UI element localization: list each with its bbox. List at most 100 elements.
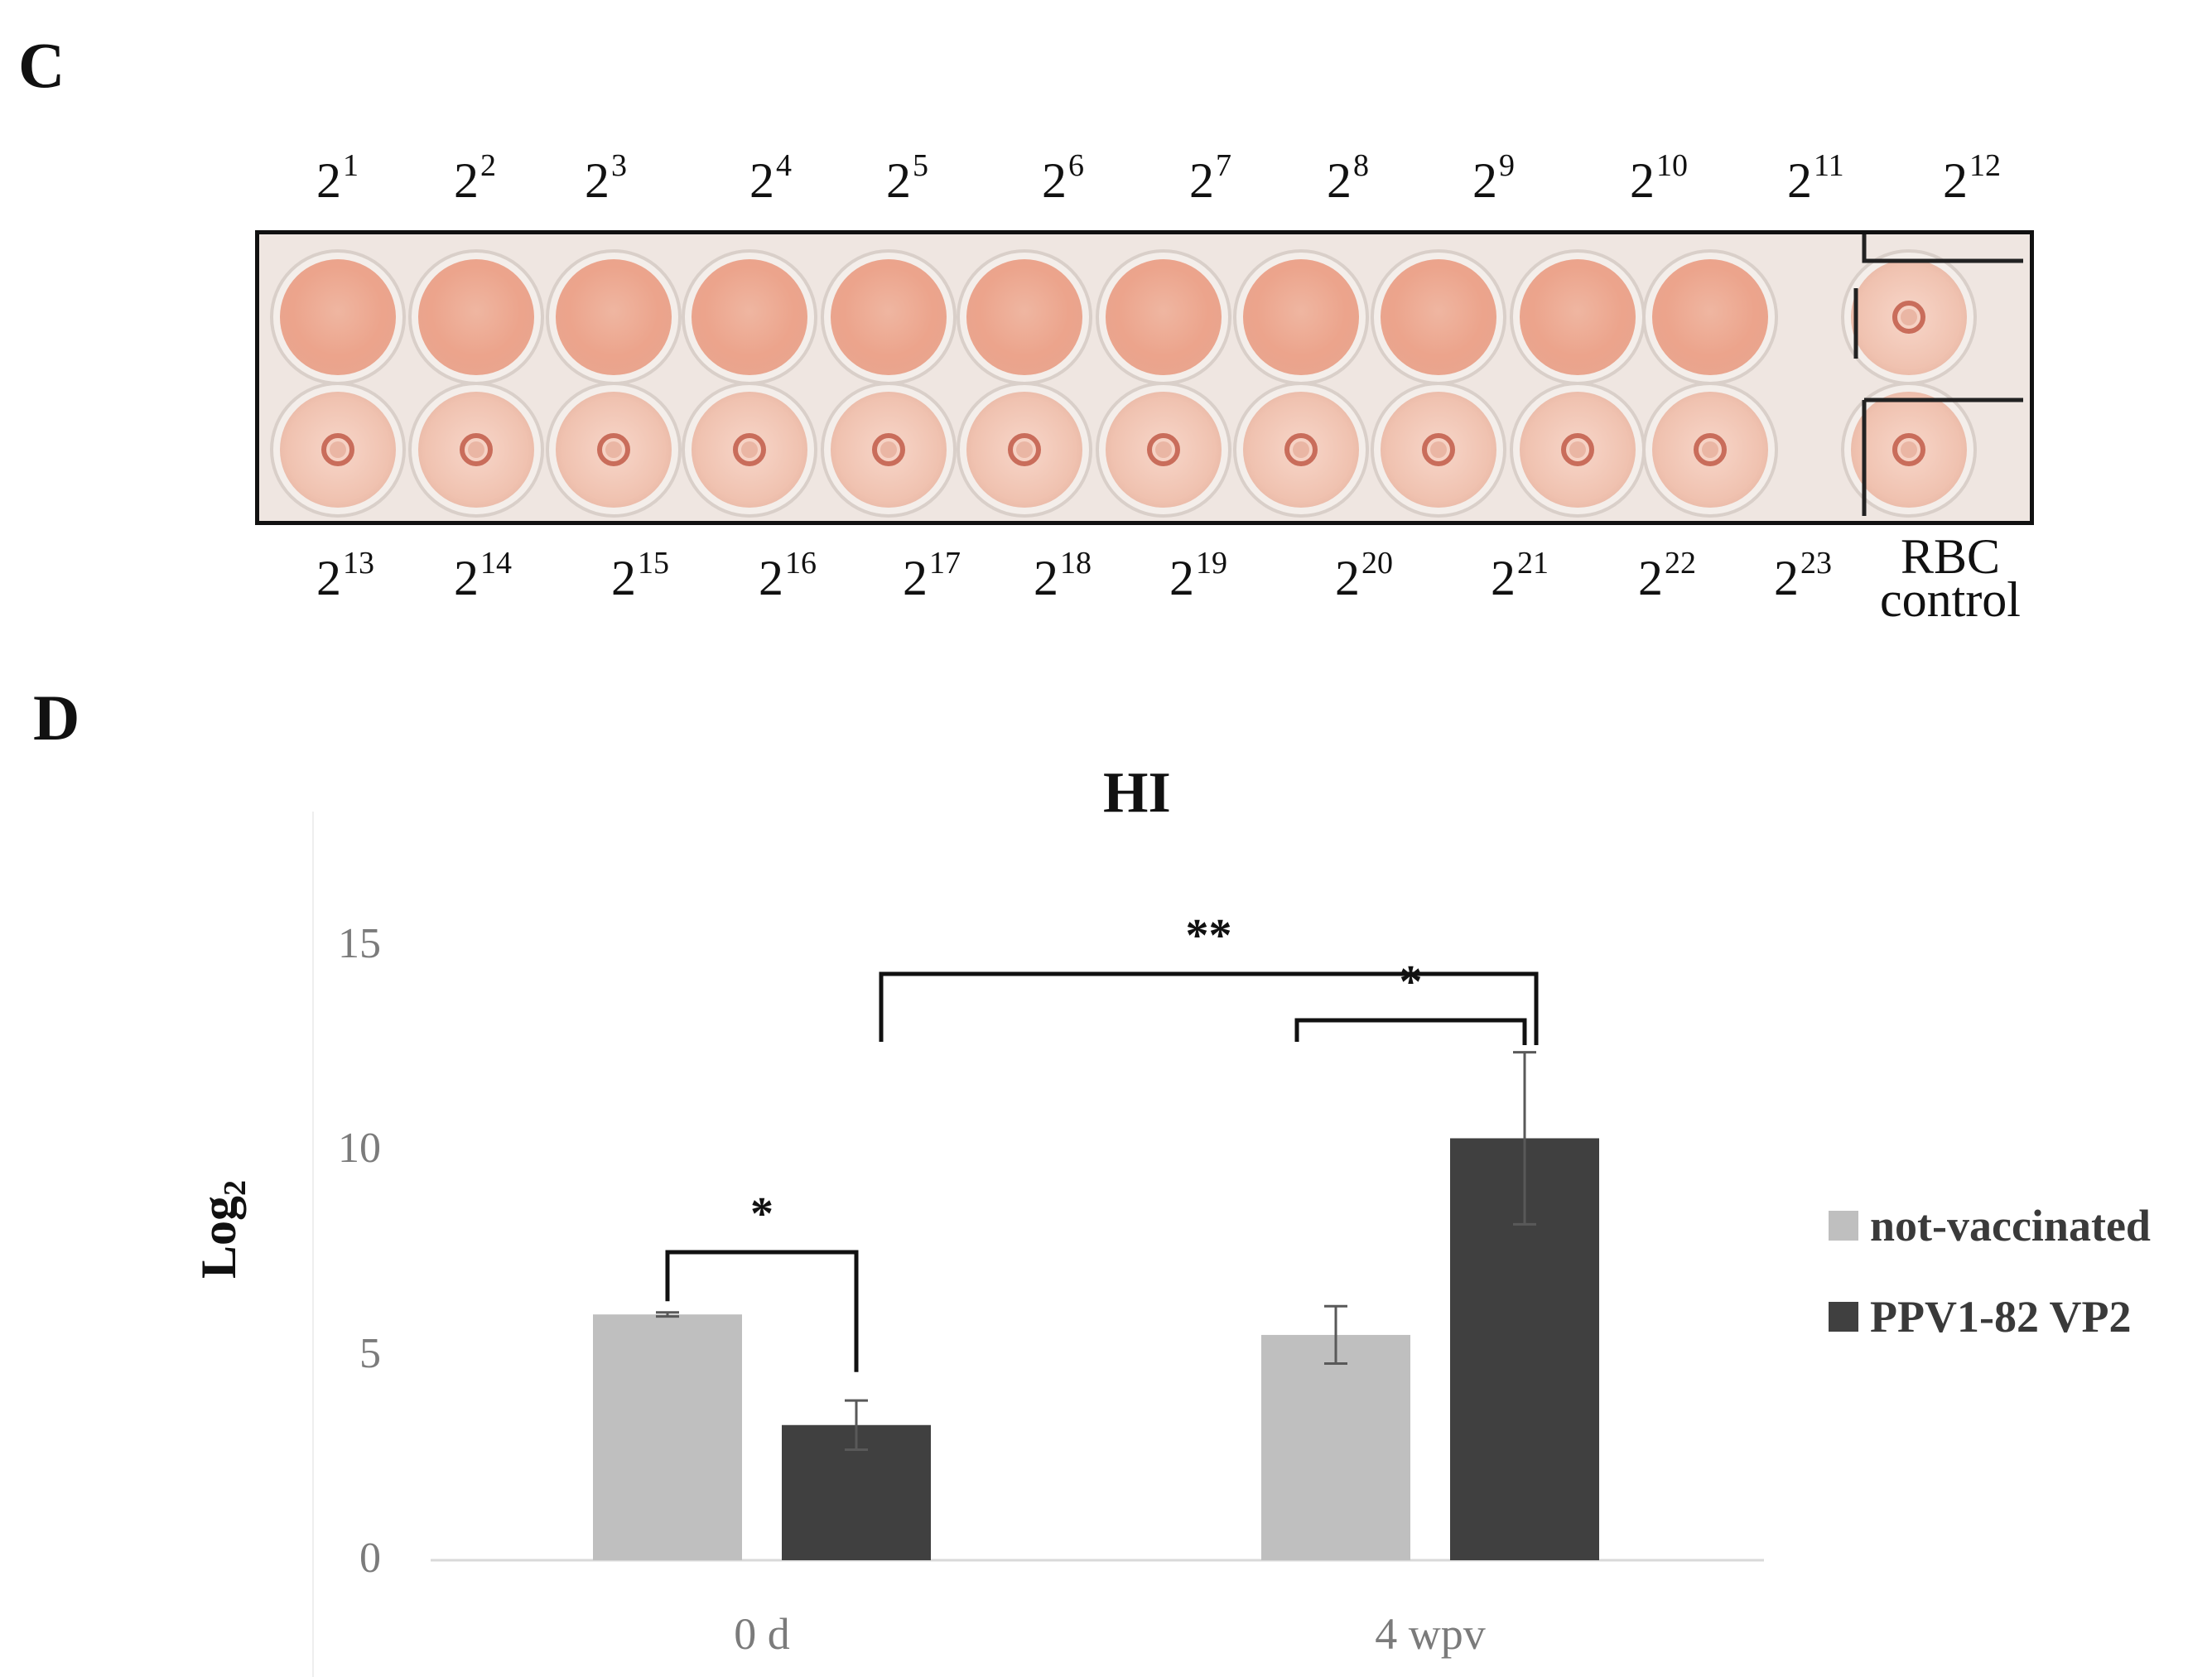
y-tick-label: 10	[338, 1125, 381, 1173]
plate-wells	[270, 234, 2023, 518]
chart-title: HI	[1103, 761, 1171, 825]
well	[966, 259, 1082, 375]
bottom-dilution-label-exponent: 20	[1361, 546, 1393, 581]
bottom-dilution-label-exponent: 14	[480, 546, 512, 581]
bottom-dilution-label-base: 2	[316, 551, 341, 605]
panel-d-label: D	[33, 682, 80, 754]
top-dilution-label-7: 27	[1189, 150, 1231, 205]
rbc-button-center	[1702, 441, 1718, 458]
rbc-button	[733, 433, 766, 466]
rbc-button-center	[880, 441, 897, 458]
bottom-dilution-label-exponent: 22	[1665, 546, 1696, 581]
top-dilution-label-base: 2	[585, 153, 610, 208]
y-tick-label: 15	[338, 920, 381, 967]
top-dilution-label-11: 211	[1787, 150, 1844, 205]
bottom-dilution-label-exponent: 23	[1800, 546, 1832, 581]
top-dilution-label-6: 26	[1042, 150, 1084, 205]
well	[1106, 259, 1222, 375]
rbc-button	[1147, 433, 1180, 466]
rbc-button	[597, 433, 630, 466]
top-dilution-label-exponent: 4	[776, 148, 792, 183]
legend: not-vaccinated PPV1-82 VP2	[1829, 1201, 2151, 1383]
bar-not-vaccinated-4-wpv	[1261, 1334, 1410, 1560]
top-dilution-label-exponent: 1	[343, 148, 359, 183]
top-dilution-label-base: 2	[1472, 153, 1497, 208]
rbc-button	[1892, 301, 1925, 334]
top-dilution-label-exponent: 8	[1353, 148, 1369, 183]
rbc-button	[1008, 433, 1041, 466]
bottom-dilution-label-3: 215	[611, 547, 669, 605]
well	[280, 259, 396, 375]
sig-bracket-4wpv	[1294, 1018, 1527, 1045]
sig-bracket-4wpv-label: *	[1399, 957, 1423, 1008]
top-dilution-label-exponent: 7	[1216, 148, 1231, 183]
top-dilution-label-base: 2	[1630, 153, 1655, 208]
well	[418, 259, 534, 375]
top-dilution-label-5: 25	[886, 150, 928, 208]
top-dilution-label-12: 212	[1943, 150, 2001, 205]
top-dilution-label-9: 29	[1472, 150, 1515, 208]
top-dilution-label-base: 2	[316, 153, 341, 208]
rbc-control-line1: RBC	[1900, 529, 2001, 584]
rbc-button-center	[1293, 441, 1309, 458]
rbc-button-center	[1430, 441, 1447, 458]
top-dilution-label-exponent: 11	[1814, 148, 1844, 183]
legend-item-vaccinated: PPV1-82 VP2	[1829, 1292, 2151, 1342]
bottom-dilution-label-exponent: 18	[1060, 546, 1092, 581]
legend-label-not-vaccinated: not-vaccinated	[1870, 1201, 2151, 1251]
rbc-button-center	[1901, 441, 1917, 458]
sig-bracket-vaccinated-time-label: **	[1185, 910, 1232, 961]
top-dilution-label-exponent: 10	[1656, 148, 1688, 183]
rbc-button-center	[1569, 441, 1586, 458]
bottom-dilution-label-base: 2	[1491, 551, 1516, 605]
hi-plate-photo	[255, 230, 2034, 525]
rbc-button-center	[1016, 441, 1033, 458]
well	[1652, 259, 1768, 375]
well	[1243, 259, 1359, 375]
bottom-dilution-label-base: 2	[1638, 551, 1663, 605]
top-dilution-label-exponent: 9	[1499, 148, 1515, 183]
bottom-dilution-label-exponent: 19	[1196, 546, 1227, 581]
error-bar	[845, 1399, 868, 1451]
bottom-dilution-label-1: 213	[316, 547, 374, 605]
top-dilution-label-1: 21	[316, 150, 359, 208]
bottom-dilution-label-base: 2	[1034, 551, 1058, 605]
bottom-dilution-label-base: 2	[1169, 551, 1194, 605]
top-dilution-label-exponent: 3	[611, 148, 627, 183]
top-dilution-label-base: 2	[454, 153, 479, 208]
rbc-button-center	[741, 441, 758, 458]
rbc-button	[321, 433, 354, 466]
rbc-button-center	[1901, 309, 1917, 325]
y-tick-label: 5	[359, 1329, 381, 1377]
top-dilution-label-base: 2	[1327, 153, 1352, 208]
top-dilution-label-4: 24	[749, 150, 792, 205]
error-bar	[656, 1311, 679, 1318]
legend-swatch-not-vaccinated	[1829, 1211, 1858, 1241]
well	[1381, 259, 1496, 375]
rbc-button-center	[330, 441, 346, 458]
rbc-button	[1694, 433, 1727, 466]
legend-label-vaccinated: PPV1-82 VP2	[1870, 1292, 2132, 1342]
bottom-dilution-label-base: 2	[903, 551, 928, 605]
rbc-button	[1422, 433, 1455, 466]
sig-bracket-vaccinated-time	[879, 971, 1539, 1045]
top-dilution-label-8: 28	[1327, 150, 1369, 208]
bottom-dilution-label-exponent: 16	[785, 546, 817, 581]
bottom-dilution-label-8: 220	[1335, 547, 1393, 603]
error-bar	[1513, 1051, 1536, 1226]
bar-not-vaccinated-0-d	[593, 1314, 742, 1560]
top-dilution-label-base: 2	[886, 153, 911, 208]
rbc-button-center	[605, 441, 622, 458]
bottom-dilution-label-exponent: 17	[929, 546, 961, 581]
rbc-button	[1892, 433, 1925, 466]
rbc-control-line2: control	[1880, 572, 2021, 627]
bottom-dilution-label-base: 2	[611, 551, 636, 605]
control-divider-bottom	[1862, 398, 2023, 516]
well	[556, 259, 672, 375]
rbc-button-center	[468, 441, 484, 458]
bottom-dilution-label-exponent: 15	[638, 546, 669, 581]
rbc-control-label: RBC control	[1863, 529, 2037, 627]
error-bar	[1324, 1304, 1347, 1366]
control-divider-top	[1862, 234, 2023, 263]
